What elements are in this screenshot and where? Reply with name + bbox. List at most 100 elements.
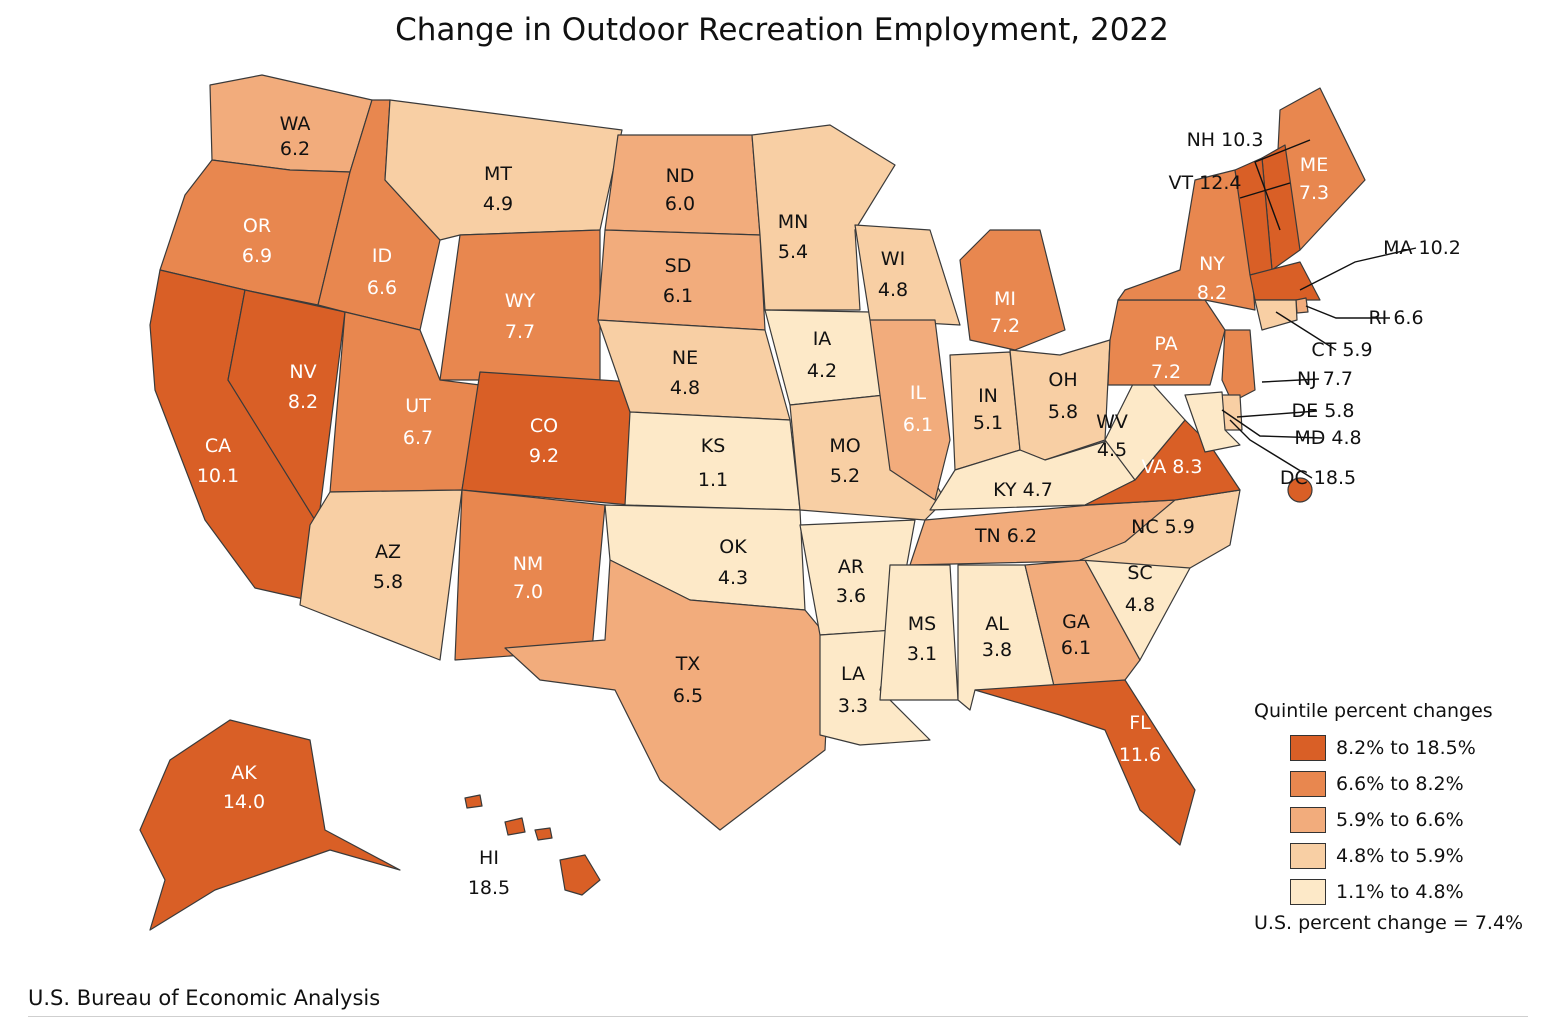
leader-line <box>1229 419 1313 479</box>
leader-line <box>1305 305 1390 319</box>
divider <box>28 1016 1528 1017</box>
state-value-label: 14.0 <box>223 791 265 813</box>
state-mn <box>751 124 896 311</box>
state-code-label: NM <box>513 553 544 575</box>
state-value-label: 4.5 <box>1097 439 1127 461</box>
state-value-label: 5.8 <box>1048 401 1078 423</box>
map-title: Change in Outdoor Recreation Employment,… <box>395 12 1169 48</box>
leader-line <box>1275 311 1337 351</box>
state-oh <box>1009 339 1111 461</box>
state-code-label: UT <box>405 395 431 417</box>
state-code-label: OR <box>243 215 271 237</box>
state-ct <box>1254 299 1298 331</box>
state-value-label: 8.2 <box>288 391 318 413</box>
state-value-label: 6.1 <box>903 414 933 436</box>
state-code-label: OH <box>1048 369 1077 391</box>
state-ks <box>624 411 801 511</box>
state-az <box>299 489 463 661</box>
state-code-label: AZ <box>375 541 401 563</box>
state-code-label: NY <box>1199 253 1225 275</box>
legend-item: 5.9% to 6.6% <box>1290 802 1554 838</box>
state-code-label: MN <box>778 211 809 233</box>
us-percent-change-note: U.S. percent change = 7.4% <box>1254 912 1524 934</box>
legend-label: 4.8% to 5.9% <box>1336 845 1464 867</box>
state-code-label: KS <box>701 435 726 457</box>
state-value-label: 4.9 <box>483 193 513 215</box>
state-value-label: 5.2 <box>830 465 860 487</box>
state-ia <box>764 309 886 406</box>
state-co <box>461 371 633 506</box>
legend-swatch <box>1290 879 1326 905</box>
state-value-label: 7.7 <box>505 321 535 343</box>
state-value-label: 3.8 <box>982 639 1012 661</box>
legend: Quintile percent changes 8.2% to 18.5% 6.… <box>1254 700 1554 934</box>
legend-heading: Quintile percent changes <box>1254 700 1493 722</box>
state-value-label: 6.2 <box>280 138 310 160</box>
state-code-label: FL <box>1129 712 1151 734</box>
state-value-label: 6.1 <box>1061 637 1091 659</box>
state-value-label: 1.1 <box>698 469 728 491</box>
state-value-label: 4.8 <box>1125 594 1155 616</box>
state-label: TN 6.2 <box>974 525 1037 547</box>
state-code-label: CO <box>530 415 558 437</box>
source-credit: U.S. Bureau of Economic Analysis <box>28 986 381 1010</box>
state-code-label: HI <box>479 847 499 869</box>
state-code-label: WA <box>280 113 311 135</box>
legend-swatch <box>1290 771 1326 797</box>
state-code-label: ID <box>372 245 392 267</box>
state-dc <box>1287 477 1313 503</box>
state-value-label: 7.3 <box>1299 182 1329 204</box>
leader-line <box>1236 410 1318 418</box>
state-value-label: 5.1 <box>973 412 1003 434</box>
state-value-label: 6.6 <box>367 277 397 299</box>
state-value-label: 6.5 <box>673 685 703 707</box>
state-fl <box>974 679 1196 846</box>
state-label: DE 5.8 <box>1292 400 1355 422</box>
state-value-label: 5.4 <box>778 241 808 263</box>
state-code-label: AL <box>985 613 1009 635</box>
state-nj <box>1221 329 1256 403</box>
state-value-label: 9.2 <box>529 445 559 467</box>
state-code-label: PA <box>1154 333 1177 355</box>
state-code-label: GA <box>1062 611 1090 633</box>
state-code-label: NE <box>672 347 698 369</box>
state-label: MA 10.2 <box>1383 237 1461 259</box>
state-code-label: IL <box>910 382 927 404</box>
state-code-label: IA <box>813 328 832 350</box>
state-code-label: WI <box>881 248 905 270</box>
state-wv <box>1104 369 1186 481</box>
state-code-label: LA <box>841 663 865 685</box>
leader-line <box>1299 247 1417 291</box>
state-code-label: OK <box>719 536 747 558</box>
leader-line <box>1239 182 1291 199</box>
state-code-label: SC <box>1127 562 1152 584</box>
state-value-label: 4.3 <box>718 567 748 589</box>
state-ga <box>1024 559 1141 691</box>
state-sd <box>597 229 766 331</box>
state-code-label: MI <box>994 288 1016 310</box>
state-label: KY 4.7 <box>993 479 1053 501</box>
state-value-label: 11.6 <box>1119 744 1161 766</box>
state-code-label: TX <box>675 653 701 675</box>
state-label: NH 10.3 <box>1187 129 1264 151</box>
state-label: RI 6.6 <box>1368 307 1423 329</box>
state-mi <box>959 229 1066 351</box>
state-value-label: 4.2 <box>807 360 837 382</box>
state-label: VA 8.3 <box>1141 456 1202 478</box>
state-label: NC 5.9 <box>1131 516 1195 538</box>
state-nm <box>454 489 606 661</box>
state-code-label: MO <box>829 435 860 457</box>
legend-label: 8.2% to 18.5% <box>1336 737 1476 759</box>
state-value-label: 3.3 <box>838 695 868 717</box>
leader-line <box>1254 139 1311 231</box>
legend-item: 6.6% to 8.2% <box>1290 766 1554 802</box>
state-value-label: 3.1 <box>907 643 937 665</box>
state-in <box>949 351 1021 471</box>
state-value-label: 3.6 <box>836 585 866 607</box>
legend-swatch <box>1290 735 1326 761</box>
state-code-label: ND <box>666 165 695 187</box>
state-value-label: 7.0 <box>513 581 543 603</box>
state-code-label: SD <box>665 255 692 277</box>
state-hi <box>464 794 601 896</box>
